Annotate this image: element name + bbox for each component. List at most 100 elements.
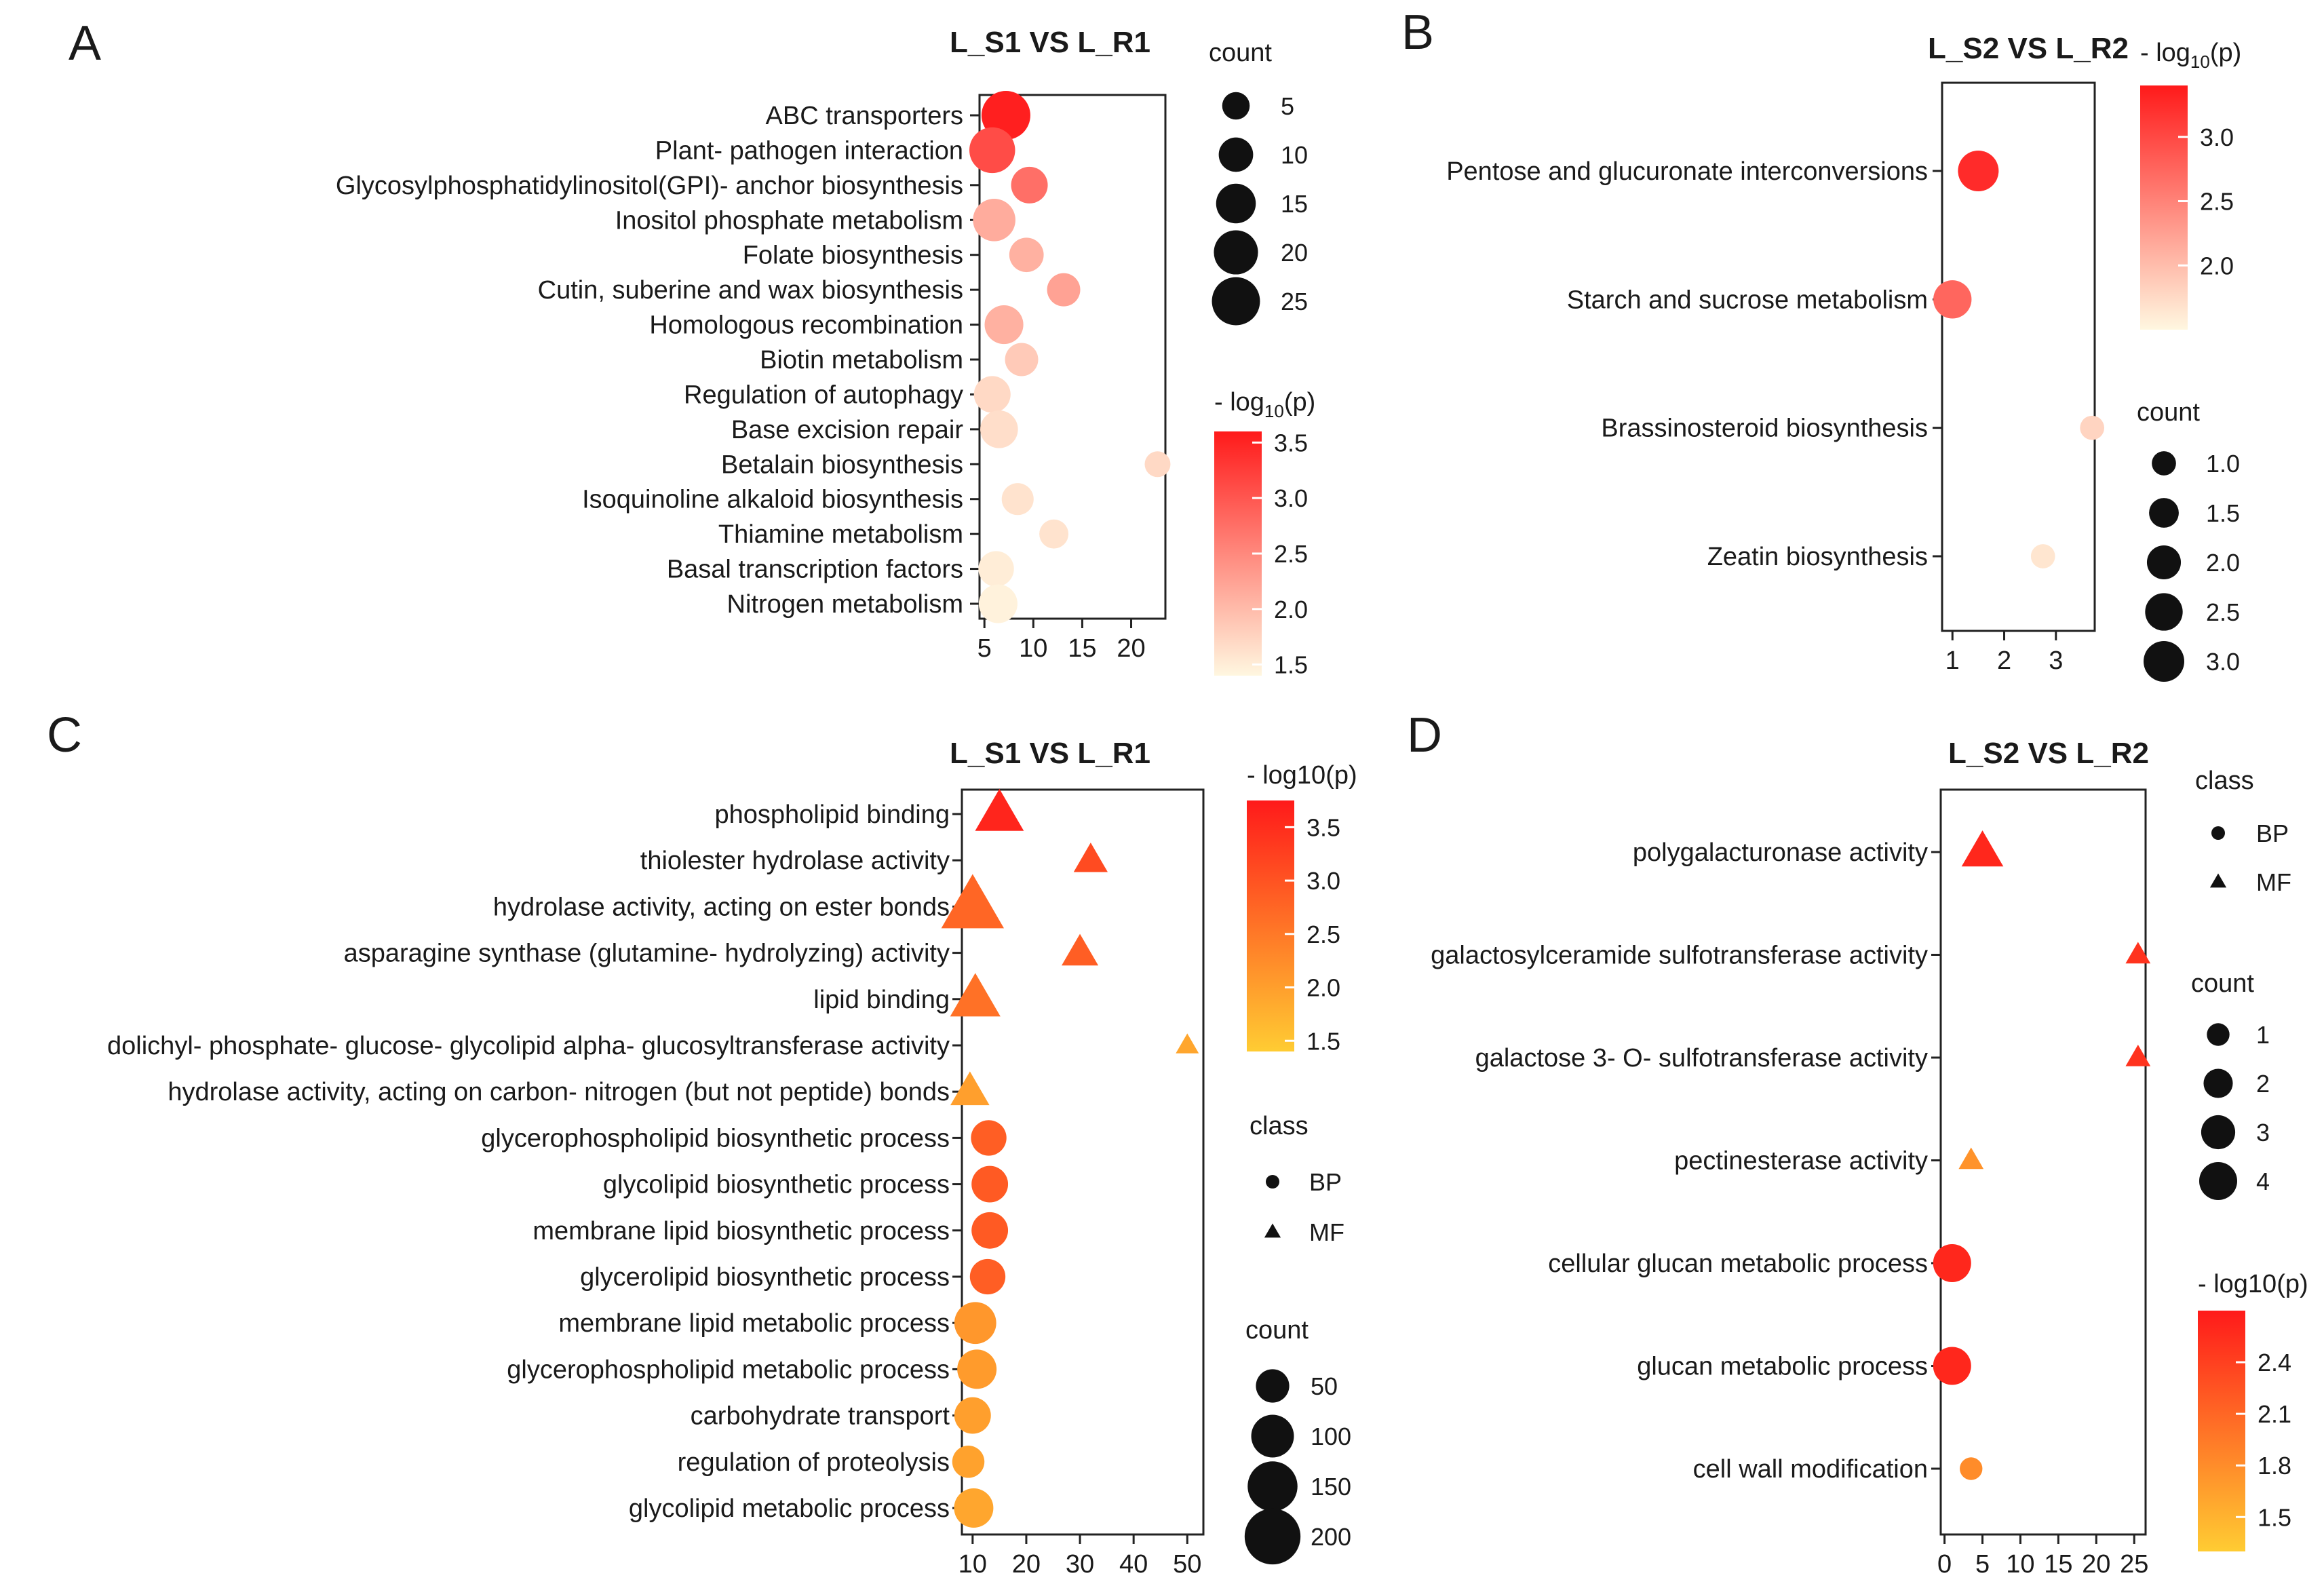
data-point-triangle	[1958, 1147, 1984, 1170]
data-point	[978, 551, 1014, 587]
y-tick-label: glycolipid metabolic process	[629, 1494, 950, 1523]
panel-b: B L_S2 VS L_R2 1 2 3 Pentose and glucuronate …	[1401, 5, 2241, 682]
data-point-triangle	[950, 973, 1001, 1017]
size-legend-circle	[1256, 1369, 1290, 1403]
x-tick-label: 40	[1119, 1550, 1148, 1579]
data-point	[1960, 1457, 1983, 1480]
data-point-triangle	[975, 788, 1024, 831]
color-legend-title: - log10(p)	[2198, 1270, 2308, 1298]
data-point	[2030, 544, 2055, 568]
chart-title: L_S1 VS L_R1	[950, 26, 1150, 59]
data-point	[971, 1165, 1009, 1203]
size-legend-circle	[1251, 1414, 1294, 1458]
data-point	[971, 1120, 1007, 1156]
x-tick-label: 5	[977, 634, 992, 663]
y-tick-label: phospholipid binding	[714, 800, 950, 829]
data-point	[978, 584, 1018, 623]
data-point	[954, 1302, 996, 1345]
color-legend: - log10(p) 2.4 2.1 1.8 1.5	[2198, 1270, 2308, 1551]
y-tick-label: Base excision repair	[731, 416, 964, 444]
data-point	[957, 1349, 997, 1389]
y-tick-label: membrane lipid metabolic process	[558, 1309, 950, 1338]
data-point	[973, 198, 1015, 242]
size-legend-label: 15	[1281, 190, 1308, 218]
size-legend-label: 100	[1311, 1423, 1351, 1450]
color-legend: - log10(p) 3.0 2.5 2.0	[2140, 39, 2241, 330]
y-tick-label: Glycosylphosphatidylinositol(GPI)- ancho…	[336, 172, 963, 200]
size-legend-label: 5	[1281, 92, 1294, 120]
size-legend-title: count	[1209, 39, 1272, 67]
x-tick-label: 10	[1019, 634, 1047, 663]
plot-frame	[961, 788, 1205, 1536]
color-bar	[2198, 1311, 2245, 1551]
y-tick-label: thiolester hydrolase activity	[640, 847, 950, 875]
color-bar-tick-label: 3.5	[1274, 429, 1308, 457]
color-legend: - log10(p) 3.5 3.0 2.5 2.0 1.5	[1214, 388, 1315, 679]
data-point-triangle	[1176, 1033, 1199, 1054]
size-legend-title: count	[2191, 969, 2254, 998]
size-legend-circle	[1212, 277, 1260, 326]
data-point-triangle	[1073, 843, 1108, 872]
panel-a: A L_S1 VS L_R1 5 10 15 20 ABC transporters Plan…	[69, 16, 1315, 679]
chart-title: L_S2 VS L_R2	[1928, 32, 2129, 65]
data-point	[952, 1446, 985, 1478]
data-point-triangle	[2125, 1044, 2151, 1066]
color-bar-tick-label: 2.0	[2200, 252, 2234, 279]
size-legend-circle	[2199, 1162, 2237, 1200]
y-tick-label: glycerolipid biosynthetic process	[580, 1263, 950, 1292]
y-tick-label: Brassinosteroid biosynthesis	[1601, 414, 1928, 443]
color-legend: - log10(p) 3.5 3.0 2.5 2.0 1.5	[1247, 761, 1357, 1055]
y-tick-label: Isoquinoline alkaloid biosynthesis	[582, 486, 963, 514]
y-tick-label: Biotin metabolism	[760, 346, 963, 374]
y-tick-label: carbohydrate transport	[691, 1402, 950, 1431]
data-point-triangle	[950, 1071, 990, 1106]
data-point	[969, 127, 1015, 174]
x-tick-label: 10	[958, 1550, 987, 1579]
size-legend-label: 4	[2256, 1167, 2270, 1195]
size-legend-label: 150	[1311, 1473, 1351, 1501]
size-legend-circle	[1216, 183, 1256, 224]
panel-d: D L_S2 VS L_R2 0 5 10 15 20 25 polygalacturonase…	[1407, 708, 2308, 1579]
data-point	[1933, 1244, 1971, 1282]
y-tick-label: cell wall modification	[1693, 1455, 1928, 1484]
size-legend-label: 10	[1281, 141, 1308, 169]
y-tick-label: dolichyl- phosphate- glucose- glycolipid…	[107, 1032, 950, 1060]
color-bar-tick-label: 2.5	[1306, 921, 1340, 948]
size-legend-label: 2.5	[2206, 598, 2240, 626]
y-tick-label: glycolipid biosynthetic process	[603, 1171, 950, 1199]
color-bar-tick-label: 1.5	[2258, 1503, 2291, 1531]
y-tick-label: pectinesterase activity	[1674, 1147, 1928, 1176]
y-tick-label: Betalain biosynthesis	[721, 450, 963, 479]
size-legend-title: count	[2137, 398, 2200, 427]
y-tick-label: galactosylceramide sulfotransferase acti…	[1431, 942, 1928, 970]
panel-label-c: C	[47, 708, 82, 762]
y-tick-label: glucan metabolic process	[1637, 1353, 1928, 1381]
x-tick-label: 5	[1975, 1550, 1990, 1579]
data-point	[1933, 280, 1972, 319]
x-tick-label: 20	[1117, 634, 1145, 663]
class-legend-label: BP	[1309, 1168, 1342, 1196]
y-tick-label: regulation of proteolysis	[678, 1448, 950, 1477]
size-legend-label: 1	[2256, 1021, 2270, 1049]
class-legend-title: class	[1250, 1112, 1309, 1140]
class-legend-circle	[2211, 826, 2225, 840]
color-bar-tick-label: 3.5	[1306, 813, 1340, 841]
x-tick-label: 50	[1173, 1550, 1201, 1579]
class-legend-label: MF	[2256, 868, 2291, 896]
data-point	[969, 1258, 1006, 1295]
class-legend-circle	[1266, 1175, 1279, 1189]
y-tick-label: Basal transcription factors	[667, 556, 963, 584]
y-tick-label: Regulation of autophagy	[684, 381, 963, 409]
color-bar-tick-label: 2.5	[2200, 188, 2234, 216]
color-bar-tick-label: 2.0	[1306, 974, 1340, 1002]
data-point	[984, 305, 1024, 345]
y-tick-label: Thiamine metabolism	[718, 520, 963, 549]
x-tick-label: 3	[2049, 646, 2063, 675]
y-tick-label: ABC transporters	[766, 102, 963, 130]
color-bar-tick-label: 2.5	[1274, 540, 1308, 568]
data-point	[954, 1397, 991, 1434]
size-legend-title: count	[1245, 1316, 1309, 1345]
